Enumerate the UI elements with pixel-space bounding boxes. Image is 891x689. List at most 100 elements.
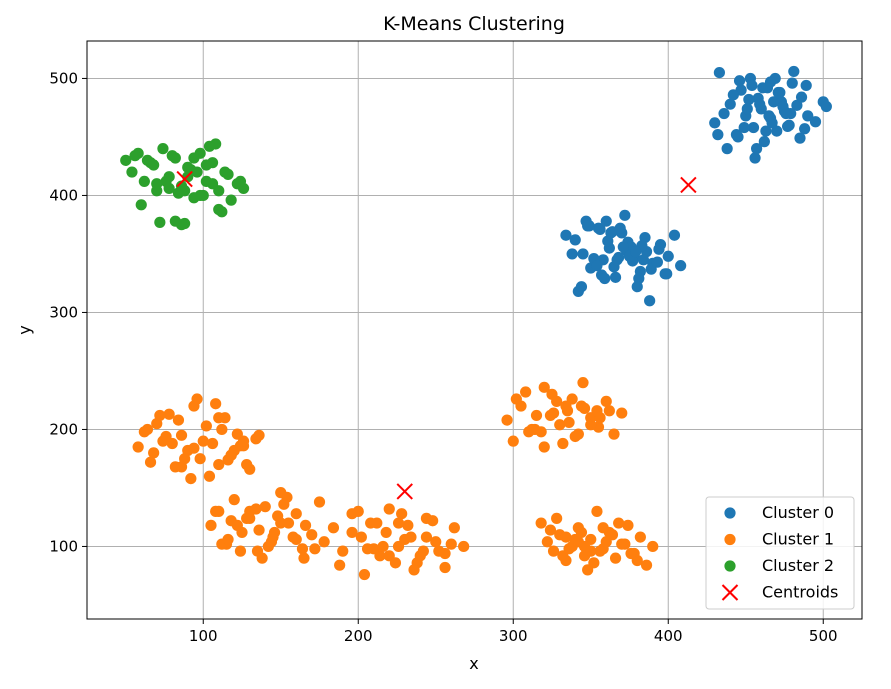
data-point: [800, 79, 812, 92]
data-point: [290, 508, 302, 520]
data-point: [175, 461, 188, 473]
data-point: [234, 175, 247, 188]
data-point: [766, 117, 778, 129]
x-tick-label: 100: [189, 627, 218, 645]
data-point: [594, 223, 606, 235]
data-point: [780, 107, 792, 120]
data-point: [222, 533, 234, 546]
data-point: [640, 559, 653, 571]
data-point: [210, 398, 222, 410]
data-point: [389, 557, 402, 569]
data-point: [794, 132, 806, 144]
data-point: [151, 178, 163, 190]
data-point: [535, 426, 547, 438]
data-point: [172, 414, 185, 426]
data-point: [724, 98, 736, 110]
data-point: [200, 159, 212, 171]
data-point: [526, 423, 538, 436]
data-point: [599, 272, 611, 285]
data-point: [275, 517, 287, 529]
data-point: [265, 536, 278, 548]
data-point: [563, 543, 575, 555]
data-point: [144, 456, 157, 468]
data-point: [222, 168, 234, 180]
data-point: [448, 522, 460, 534]
legend-label: Cluster 2: [762, 556, 834, 575]
y-tick-label: 200: [49, 420, 78, 438]
data-point: [179, 185, 191, 197]
x-tick-label: 500: [809, 627, 838, 645]
centroid-marker: [396, 483, 413, 500]
series-cluster-2: [120, 138, 250, 231]
data-point: [163, 182, 175, 195]
data-point: [622, 519, 634, 531]
data-point: [535, 517, 547, 529]
data-point: [337, 545, 349, 557]
legend-marker: [724, 533, 736, 546]
data-point: [371, 517, 383, 529]
data-point: [771, 125, 783, 137]
data-point: [231, 519, 243, 531]
data-point: [298, 552, 310, 564]
data-point: [585, 545, 597, 557]
data-point: [675, 260, 687, 272]
data-point: [377, 540, 389, 553]
data-point: [751, 143, 763, 155]
legend-label: Centroids: [762, 583, 838, 602]
data-point: [782, 120, 794, 133]
data-point: [733, 75, 746, 87]
data-point: [417, 545, 429, 557]
data-point: [588, 557, 600, 569]
data-point: [154, 216, 166, 228]
data-point: [138, 175, 150, 188]
data-point: [551, 512, 563, 524]
data-point: [205, 519, 217, 531]
data-point: [569, 234, 581, 246]
data-point: [213, 412, 225, 424]
data-point: [203, 140, 216, 152]
data-point: [458, 540, 470, 553]
data-point: [572, 536, 584, 548]
data-point: [603, 405, 615, 417]
data-point: [768, 96, 780, 108]
data-point: [630, 246, 642, 258]
data-point: [327, 522, 340, 534]
x-tick-label: 200: [344, 627, 373, 645]
data-point: [402, 519, 414, 531]
plot-area-frame: [86, 40, 863, 620]
data-point: [225, 194, 237, 206]
data-point: [754, 98, 766, 110]
data-point: [609, 271, 622, 283]
data-point: [197, 435, 209, 447]
chart-title: K-Means Clustering: [383, 13, 565, 35]
data-point: [287, 531, 299, 543]
data-point: [206, 437, 219, 450]
data-point: [563, 416, 575, 429]
data-point: [575, 526, 588, 539]
data-point: [668, 229, 681, 241]
data-point: [309, 543, 321, 555]
data-point: [619, 209, 631, 221]
legend: Cluster 0 Cluster 1 Cluster 2 Centroids: [705, 496, 855, 610]
data-point: [206, 178, 219, 190]
data-point: [631, 281, 643, 293]
data-point: [135, 199, 147, 211]
data-point: [256, 552, 268, 564]
data-point: [278, 498, 290, 510]
data-point: [234, 545, 247, 557]
data-point: [228, 494, 240, 506]
data-point: [608, 428, 620, 440]
data-point: [572, 428, 584, 440]
data-points: [120, 65, 832, 581]
data-point: [554, 419, 566, 431]
data-point: [175, 429, 188, 441]
data-point: [795, 91, 808, 103]
data-point: [380, 526, 392, 539]
data-point: [253, 524, 265, 536]
data-point: [166, 150, 178, 162]
series-cluster-0: [560, 65, 832, 307]
data-point: [396, 508, 408, 520]
data-point: [747, 121, 760, 134]
